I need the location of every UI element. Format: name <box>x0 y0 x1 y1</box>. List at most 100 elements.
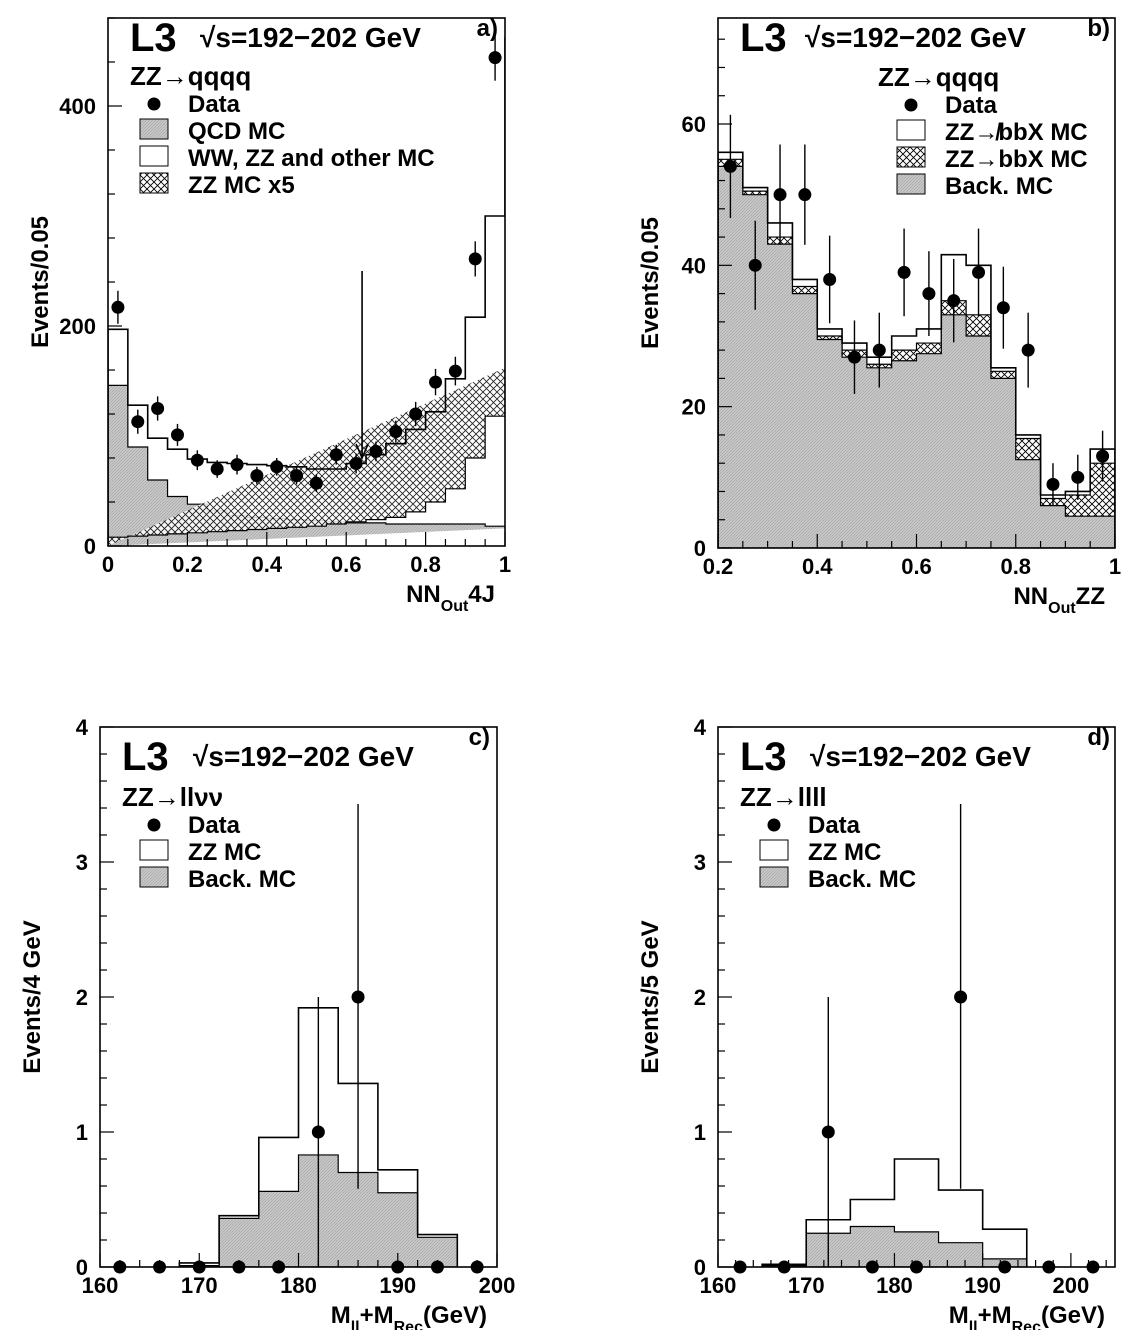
data-point <box>748 258 762 272</box>
data-point <box>468 252 482 266</box>
data-point <box>1021 343 1035 357</box>
legend-label: Data <box>188 91 241 118</box>
panel-a: 0 0.2 0.4 0.6 0.8 1 0 200 400 Events/0.05 NNOut4J L… <box>27 15 511 615</box>
data-point <box>429 375 443 389</box>
energy-label: √s=192−202 GeV <box>805 22 1026 53</box>
data-point <box>111 300 125 314</box>
data-point <box>131 415 145 429</box>
x-tick-label: 1 <box>499 552 511 577</box>
legend-marker-data <box>904 98 918 112</box>
legend-label: WW, ZZ and other MC <box>188 145 435 172</box>
x-tick-label: 160 <box>82 1273 119 1298</box>
data-point <box>170 428 184 442</box>
experiment-label: L3 <box>740 735 787 779</box>
channel-label: ZZ→qqqq <box>878 62 999 92</box>
legend-label: Data <box>808 812 861 839</box>
plot-area <box>718 151 1115 548</box>
data-point <box>897 265 911 279</box>
legend-swatch <box>139 172 169 194</box>
data-point <box>723 159 737 173</box>
y-tick-label: 4 <box>76 715 89 740</box>
legend-swatch <box>139 839 169 861</box>
legend-swatch <box>139 866 169 888</box>
y-tick-label: 40 <box>682 253 706 278</box>
legend-label: ZZ MC x5 <box>188 172 295 199</box>
legend-swatch <box>759 839 789 861</box>
y-tick-label: 20 <box>682 395 706 420</box>
data-point <box>996 301 1010 315</box>
legend-marker-data <box>147 97 161 111</box>
data-point <box>210 462 224 476</box>
x-tick-label: 0.2 <box>172 552 203 577</box>
y-tick-label: 0 <box>694 536 706 561</box>
plot-area <box>108 36 505 546</box>
x-axis-label: NNOutZZ <box>1013 583 1105 617</box>
x-tick-label: 180 <box>876 1273 913 1298</box>
y-tick-label: 0 <box>76 1255 88 1280</box>
data-point <box>311 1125 325 1139</box>
data-point <box>369 444 383 458</box>
x-tick-label: 170 <box>788 1273 825 1298</box>
data-point <box>1046 477 1060 491</box>
legend-swatch <box>759 866 789 888</box>
data-point <box>230 458 244 472</box>
hist-zz-x5 <box>108 367 505 546</box>
cut-arrow-head <box>355 443 369 461</box>
data-point <box>488 51 502 65</box>
panel-c: 160 170 180 190 200 0 1 2 3 4 Events/4 GeV Mll+MRec… <box>19 715 515 1330</box>
channel-label: ZZ→llνν <box>122 782 223 812</box>
x-tick-label: 0.8 <box>410 552 441 577</box>
data-point <box>1096 449 1110 463</box>
x-tick-label: 0.6 <box>901 554 932 579</box>
data-point <box>954 990 968 1004</box>
y-tick-label: 400 <box>59 94 96 119</box>
data-point <box>798 188 812 202</box>
y-tick-label: 3 <box>694 850 706 875</box>
legend-label: ZZ MC <box>808 839 881 866</box>
data-point <box>847 350 861 364</box>
data-point <box>290 469 304 483</box>
experiment-label: L3 <box>740 16 787 60</box>
x-tick-label: 0.4 <box>252 552 283 577</box>
panel-label: c) <box>469 724 490 751</box>
x-tick-label: 0.4 <box>802 554 833 579</box>
y-axis-label: Events/4 GeV <box>19 920 46 1073</box>
y-tick-label: 0 <box>84 534 96 559</box>
hist-total-outline <box>108 36 505 546</box>
panel-b: 0.2 0.4 0.6 0.8 1 0 20 40 60 Events/0.05 NNOutZZ L3… <box>637 15 1121 617</box>
legend-marker-data <box>147 818 161 832</box>
experiment-label: L3 <box>130 16 177 60</box>
x-tick-label: 170 <box>181 1273 218 1298</box>
x-tick-label: 160 <box>700 1273 737 1298</box>
energy-label: √s=192−202 GeV <box>200 22 421 53</box>
energy-label: √s=192−202 GeV <box>193 741 414 772</box>
x-tick-label: 200 <box>1053 1273 1090 1298</box>
legend-label: Data <box>188 812 241 839</box>
x-tick-label: 1 <box>1109 554 1121 579</box>
legend-label: Data <box>945 92 998 119</box>
legend-label: QCD MC <box>188 118 285 145</box>
y-tick-label: 2 <box>76 985 88 1010</box>
data-point <box>922 287 936 301</box>
data-point <box>389 425 403 439</box>
y-tick-label: 2 <box>694 985 706 1010</box>
x-tick-label: 200 <box>479 1273 516 1298</box>
x-tick-label: 190 <box>379 1273 416 1298</box>
y-axis-label: Events/0.05 <box>27 216 54 348</box>
data-point <box>270 460 284 474</box>
legend-swatch <box>139 145 169 167</box>
legend-swatch <box>896 173 926 195</box>
y-tick-label: 60 <box>682 112 706 137</box>
data-point <box>151 402 165 415</box>
x-axis-label: Mll+MRec(GeV) <box>331 1302 487 1330</box>
data-point <box>972 265 986 279</box>
data-point <box>823 272 837 286</box>
energy-label: √s=192−202 GeV <box>810 741 1031 772</box>
x-tick-label: 0.2 <box>703 554 734 579</box>
x-axis-label: Mll+MRec(GeV) <box>949 1302 1105 1330</box>
data-point <box>448 364 462 378</box>
legend-label: ZZ MC <box>188 839 261 866</box>
data-point <box>821 1125 835 1139</box>
legend-label: ZZ→bbX MC <box>945 146 1088 173</box>
